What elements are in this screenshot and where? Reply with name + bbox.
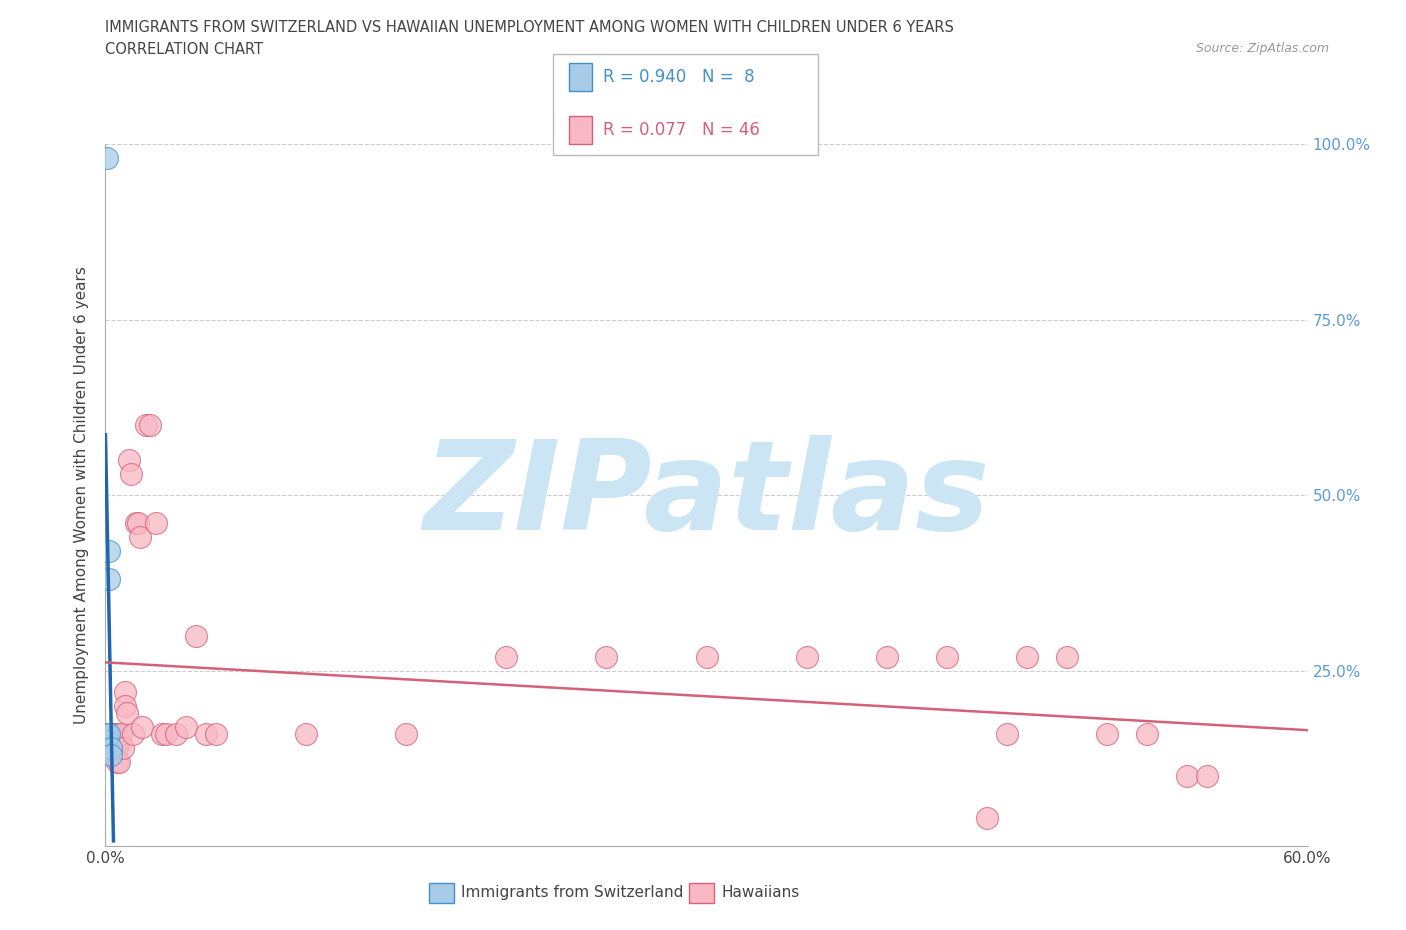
Point: [204, 726, 226, 741]
Point: [110, 726, 132, 741]
Point: [796, 649, 818, 664]
Point: [114, 684, 136, 699]
Point: [184, 629, 207, 644]
Point: [395, 726, 418, 741]
Text: R = 0.940   N =  8: R = 0.940 N = 8: [603, 68, 755, 86]
Point: [138, 418, 160, 432]
Point: [98, 726, 121, 741]
Point: [1017, 649, 1039, 664]
Point: [1136, 726, 1159, 741]
Point: [150, 726, 173, 741]
Point: [876, 649, 898, 664]
Text: CORRELATION CHART: CORRELATION CHART: [105, 42, 263, 57]
Point: [112, 740, 135, 755]
Point: [295, 726, 318, 741]
Point: [100, 748, 122, 763]
Point: [107, 740, 129, 755]
Point: [118, 453, 141, 468]
Point: [145, 516, 167, 531]
Point: [155, 726, 177, 741]
Y-axis label: Unemployment Among Women with Children Under 6 years: Unemployment Among Women with Children U…: [75, 266, 90, 724]
Point: [128, 530, 150, 545]
Point: [96, 151, 118, 166]
Point: [108, 734, 131, 749]
Text: ZIPatlas: ZIPatlas: [423, 434, 990, 556]
Point: [595, 649, 617, 664]
Point: [114, 698, 136, 713]
Point: [100, 726, 122, 741]
Point: [165, 726, 187, 741]
Text: Source: ZipAtlas.com: Source: ZipAtlas.com: [1195, 42, 1329, 55]
Point: [98, 572, 121, 587]
Point: [135, 418, 157, 432]
Point: [107, 726, 129, 741]
Point: [495, 649, 517, 664]
Point: [174, 720, 197, 735]
Point: [1177, 768, 1199, 783]
Point: [124, 516, 146, 531]
Point: [107, 754, 129, 769]
Point: [1097, 726, 1119, 741]
Point: [121, 467, 143, 482]
Point: [995, 726, 1018, 741]
Point: [108, 754, 131, 769]
Point: [1197, 768, 1219, 783]
Text: R = 0.077   N = 46: R = 0.077 N = 46: [603, 121, 761, 140]
Point: [96, 734, 118, 749]
Point: [696, 649, 718, 664]
Point: [117, 706, 139, 721]
Point: [1056, 649, 1078, 664]
Text: Immigrants from Switzerland: Immigrants from Switzerland: [461, 885, 683, 900]
Point: [103, 726, 125, 741]
Point: [104, 726, 127, 741]
Point: [131, 720, 153, 735]
Point: [122, 726, 145, 741]
Point: [98, 544, 121, 559]
Point: [976, 811, 998, 826]
Point: [194, 726, 217, 741]
Point: [936, 649, 959, 664]
Point: [100, 740, 122, 755]
Text: Hawaiians: Hawaiians: [721, 885, 800, 900]
Point: [127, 516, 149, 531]
Point: [96, 726, 118, 741]
Text: IMMIGRANTS FROM SWITZERLAND VS HAWAIIAN UNEMPLOYMENT AMONG WOMEN WITH CHILDREN U: IMMIGRANTS FROM SWITZERLAND VS HAWAIIAN …: [105, 20, 955, 35]
